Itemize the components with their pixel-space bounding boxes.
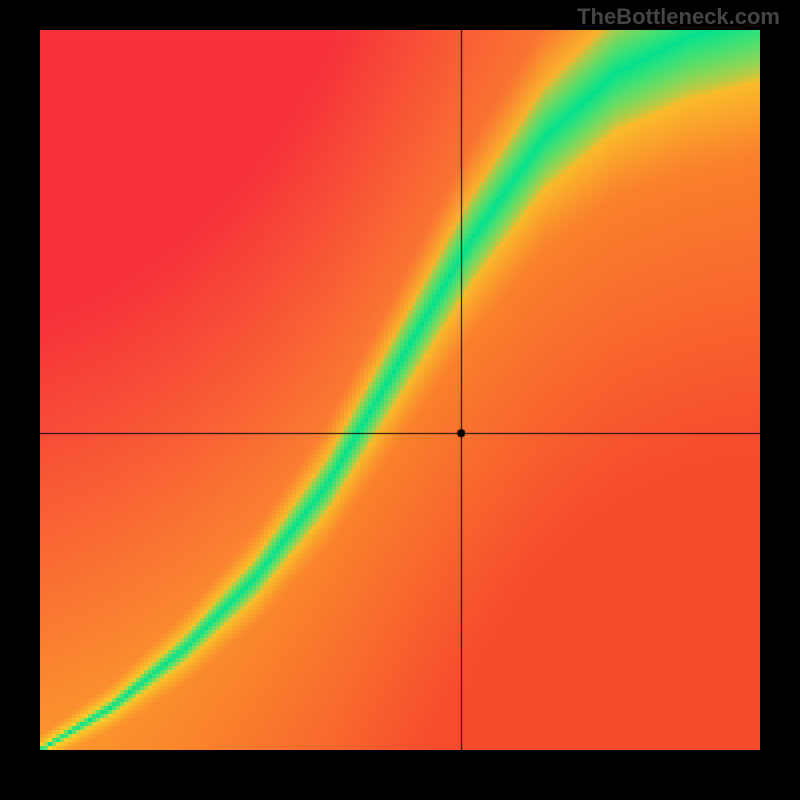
chart-container [40,30,760,750]
watermark-text: TheBottleneck.com [577,4,780,30]
outer-frame: TheBottleneck.com [0,0,800,800]
crosshair-overlay [40,30,760,750]
